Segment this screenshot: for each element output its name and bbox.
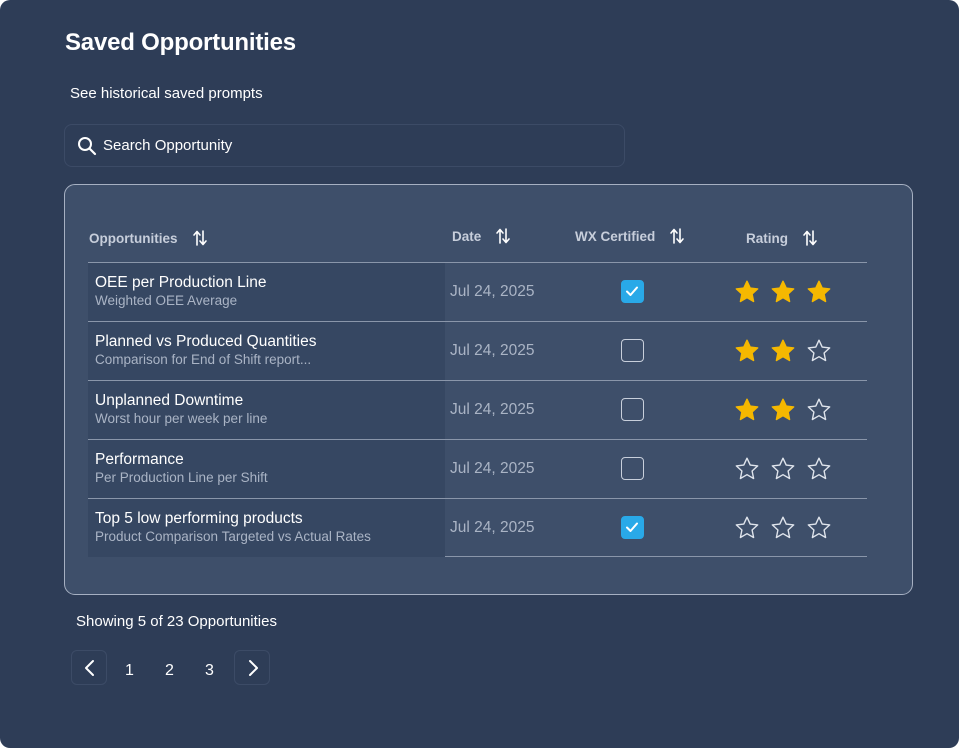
wx-certified-checkbox[interactable]: [621, 339, 644, 362]
sort-icon[interactable]: [495, 227, 511, 245]
opportunity-description: Weighted OEE Average: [95, 293, 238, 308]
star-filled-icon[interactable]: [770, 338, 796, 364]
page-title: Saved Opportunities: [65, 29, 296, 56]
chevron-right-icon: [249, 660, 258, 676]
star-filled-icon[interactable]: [734, 338, 760, 364]
star-outline-icon[interactable]: [734, 515, 760, 541]
page-subtitle: See historical saved prompts: [70, 85, 263, 102]
page-number-3[interactable]: 3: [205, 662, 214, 679]
rating-stars: [734, 397, 842, 423]
table-row[interactable]: Unplanned Downtime Worst hour per week pe…: [88, 380, 867, 439]
opportunity-date: Jul 24, 2025: [450, 283, 535, 300]
search-icon: [78, 137, 97, 156]
rating-stars: [734, 456, 842, 482]
showing-label: Showing: [76, 613, 138, 630]
table-row[interactable]: OEE per Production Line Weighted OEE Aver…: [88, 262, 867, 321]
star-outline-icon[interactable]: [770, 456, 796, 482]
opportunity-name[interactable]: Performance: [95, 451, 184, 468]
opportunity-name[interactable]: Unplanned Downtime: [95, 392, 244, 409]
rating-stars: [734, 515, 842, 541]
sort-icon[interactable]: [669, 227, 685, 245]
table-row[interactable]: Performance Per Production Line per Shift…: [88, 439, 867, 498]
star-filled-icon[interactable]: [806, 279, 832, 305]
opportunity-description: Worst hour per week per line: [95, 411, 268, 426]
table-row[interactable]: Planned vs Produced Quantities Comparison…: [88, 321, 867, 380]
star-filled-icon[interactable]: [770, 397, 796, 423]
table-body: OEE per Production Line Weighted OEE Aver…: [88, 262, 867, 557]
column-header-label: Date: [452, 228, 482, 244]
wx-certified-checkbox[interactable]: [621, 457, 644, 480]
opportunity-date: Jul 24, 2025: [450, 342, 535, 359]
rating-stars: [734, 279, 842, 305]
table-row[interactable]: Top 5 low performing products Product Com…: [88, 498, 867, 557]
opportunity-description: Comparison for End of Shift report...: [95, 352, 312, 367]
sort-icon[interactable]: [802, 229, 818, 247]
star-outline-icon[interactable]: [770, 515, 796, 541]
opportunity-date: Jul 24, 2025: [450, 460, 535, 477]
checkmark-icon: [626, 286, 638, 296]
search-input[interactable]: [103, 125, 613, 166]
opportunity-description: Per Production Line per Shift: [95, 470, 268, 485]
star-outline-icon[interactable]: [806, 397, 832, 423]
column-header-label: Opportunities: [89, 230, 178, 246]
star-outline-icon[interactable]: [806, 456, 832, 482]
opportunity-name[interactable]: Top 5 low performing products: [95, 510, 303, 527]
star-filled-icon[interactable]: [770, 279, 796, 305]
wx-certified-checkbox[interactable]: [621, 516, 644, 539]
checkmark-icon: [626, 522, 638, 532]
wx-certified-checkbox[interactable]: [621, 398, 644, 421]
star-outline-icon[interactable]: [806, 338, 832, 364]
sort-icon[interactable]: [192, 229, 208, 247]
row-highlight: [88, 381, 445, 439]
column-header-rating: Rating: [746, 229, 818, 247]
star-outline-icon[interactable]: [806, 515, 832, 541]
column-header-opportunities: Opportunities: [89, 229, 208, 247]
page-number-2[interactable]: 2: [165, 662, 174, 679]
opportunity-description: Product Comparison Targeted vs Actual Ra…: [95, 529, 371, 544]
column-header-wx-certified: WX Certified: [575, 227, 685, 245]
opportunity-name[interactable]: OEE per Production Line: [95, 274, 267, 291]
results-count: Showing 5 of 23 Opportunities: [76, 613, 277, 630]
chevron-left-icon: [85, 660, 94, 676]
opportunity-name[interactable]: Planned vs Produced Quantities: [95, 333, 317, 350]
search-bar: [64, 124, 625, 167]
previous-page-button[interactable]: [71, 650, 107, 685]
next-page-button[interactable]: [234, 650, 270, 685]
rating-stars: [734, 338, 842, 364]
opportunity-date: Jul 24, 2025: [450, 519, 535, 536]
column-header-date: Date: [452, 227, 511, 245]
row-highlight: [88, 322, 445, 380]
column-header-label: Rating: [746, 230, 788, 246]
opportunity-date: Jul 24, 2025: [450, 401, 535, 418]
showing-count: 5 of 23 Opportunities: [137, 613, 277, 630]
opportunities-table: Opportunities Date WX Certified Rating: [64, 184, 913, 595]
row-highlight: [88, 263, 445, 321]
star-outline-icon[interactable]: [734, 456, 760, 482]
page-number-1[interactable]: 1: [125, 662, 134, 679]
row-highlight: [88, 440, 445, 498]
column-header-label: WX Certified: [575, 228, 656, 244]
star-filled-icon[interactable]: [734, 397, 760, 423]
row-highlight: [88, 499, 445, 557]
wx-certified-checkbox[interactable]: [621, 280, 644, 303]
star-filled-icon[interactable]: [734, 279, 760, 305]
